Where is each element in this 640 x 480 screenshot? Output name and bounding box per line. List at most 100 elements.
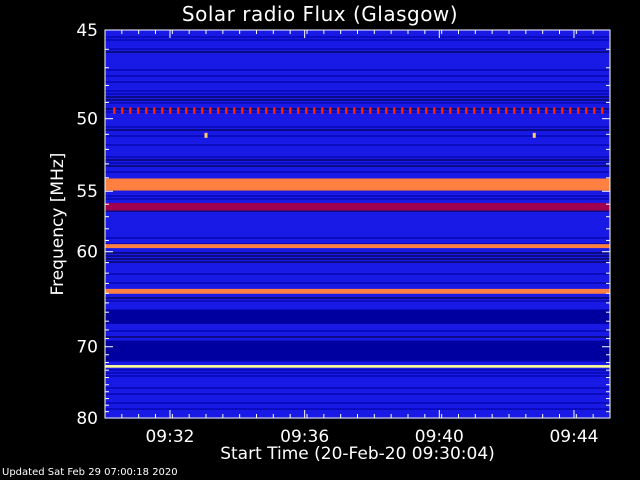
band-dash	[225, 107, 228, 114]
texture-row	[105, 327, 610, 329]
texture-row	[105, 261, 610, 263]
texture-row	[105, 132, 610, 134]
texture-row	[105, 111, 610, 113]
spectral-band	[105, 309, 610, 324]
texture-row	[105, 168, 610, 170]
y-tick-label: 45	[76, 21, 98, 41]
texture-row	[105, 279, 610, 281]
band-dash	[385, 107, 388, 114]
band-dash	[321, 107, 324, 114]
texture-row	[105, 363, 610, 365]
y-axis-label: Frequency [MHz]	[48, 152, 68, 296]
texture-row	[105, 249, 610, 251]
spectral-band	[105, 202, 610, 211]
texture-row	[105, 153, 610, 155]
texture-row	[105, 213, 610, 215]
x-tick-label: 09:32	[145, 427, 194, 447]
texture-row	[105, 390, 610, 392]
band-dash	[473, 107, 476, 114]
texture-row	[105, 126, 610, 128]
texture-row	[105, 87, 610, 89]
texture-row	[105, 72, 610, 74]
band-dash	[577, 107, 580, 114]
band-dash	[193, 107, 196, 114]
band-dash	[513, 107, 516, 114]
band-dash	[177, 107, 180, 114]
texture-row	[105, 105, 610, 107]
texture-row	[105, 93, 610, 95]
texture-row	[105, 129, 610, 131]
texture-row	[105, 255, 610, 257]
texture-row	[105, 210, 610, 212]
texture-row	[105, 324, 610, 326]
updated-timestamp: Updated Sat Feb 29 07:00:18 2020	[2, 467, 178, 478]
texture-row	[105, 219, 610, 221]
texture-row	[105, 162, 610, 164]
texture-row	[105, 177, 610, 179]
chart-title: Solar radio Flux (Glasgow)	[181, 2, 459, 26]
texture-row	[105, 60, 610, 62]
spectral-band	[105, 340, 610, 361]
band-dash	[161, 107, 164, 114]
band-dash	[489, 107, 492, 114]
texture-row	[105, 156, 610, 158]
texture-row	[105, 192, 610, 194]
burst-mark	[532, 132, 536, 138]
band-dash	[257, 107, 260, 114]
texture-row	[105, 378, 610, 380]
texture-row	[105, 285, 610, 287]
y-tick-label: 70	[76, 338, 98, 358]
texture-row	[105, 384, 610, 386]
x-axis-label: Start Time (20-Feb-20 09:30:04)	[220, 444, 495, 464]
band-dash	[337, 107, 340, 114]
band-dash	[377, 107, 380, 114]
texture-row	[105, 78, 610, 80]
texture-row	[105, 108, 610, 110]
band-dash	[209, 107, 212, 114]
texture-row	[105, 264, 610, 266]
texture-row	[105, 267, 610, 269]
texture-row	[105, 231, 610, 233]
y-tick-label: 60	[76, 243, 98, 263]
texture-row	[105, 150, 610, 152]
band-dash	[169, 107, 172, 114]
band-dash	[369, 107, 372, 114]
texture-row	[105, 381, 610, 383]
texture-row	[105, 270, 610, 272]
texture-row	[105, 117, 610, 119]
spectral-band	[105, 178, 610, 191]
texture-row	[105, 225, 610, 227]
texture-row	[105, 243, 610, 245]
band-dash	[329, 107, 332, 114]
band-dash	[241, 107, 244, 114]
texture-row	[105, 306, 610, 308]
band-dash	[457, 107, 460, 114]
texture-row	[105, 42, 610, 44]
texture-row	[105, 75, 610, 77]
texture-row	[105, 141, 610, 143]
band-dash	[585, 107, 588, 114]
band-dash	[289, 107, 292, 114]
band-dash	[353, 107, 356, 114]
band-dash	[145, 107, 148, 114]
spectral-band	[105, 288, 610, 294]
texture-row	[105, 303, 610, 305]
band-dash	[433, 107, 436, 114]
texture-row	[105, 144, 610, 146]
texture-row	[105, 402, 610, 404]
texture-row	[105, 273, 610, 275]
texture-row	[105, 360, 610, 362]
x-tick-label: 09:44	[549, 427, 598, 447]
texture-row	[105, 411, 610, 413]
band-dash	[201, 107, 204, 114]
texture-row	[105, 222, 610, 224]
y-tick-label: 55	[76, 182, 98, 202]
texture-row	[105, 258, 610, 260]
texture-row	[105, 399, 610, 401]
texture-row	[105, 237, 610, 239]
texture-row	[105, 171, 610, 173]
texture-row	[105, 297, 610, 299]
band-dash	[505, 107, 508, 114]
band-dash	[521, 107, 524, 114]
band-dash	[465, 107, 468, 114]
